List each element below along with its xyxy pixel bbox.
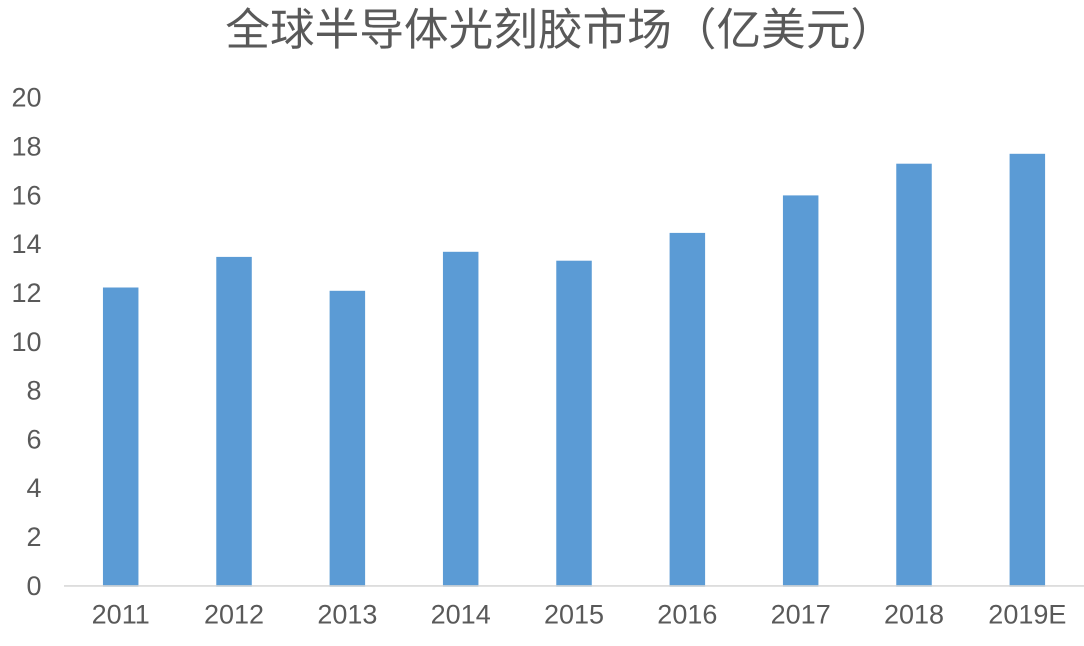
svg-text:16: 16 — [11, 180, 41, 210]
svg-text:0: 0 — [26, 571, 41, 601]
svg-text:4: 4 — [26, 473, 41, 503]
svg-text:2015: 2015 — [544, 600, 604, 630]
svg-text:18: 18 — [11, 131, 41, 161]
svg-text:6: 6 — [26, 424, 41, 454]
svg-text:2019E: 2019E — [988, 600, 1066, 630]
svg-text:2017: 2017 — [771, 600, 831, 630]
svg-text:10: 10 — [11, 327, 41, 357]
svg-text:12: 12 — [11, 278, 41, 308]
svg-text:2018: 2018 — [884, 600, 944, 630]
svg-text:20: 20 — [11, 83, 41, 113]
svg-text:2: 2 — [26, 522, 41, 552]
svg-text:8: 8 — [26, 376, 41, 406]
svg-text:2014: 2014 — [431, 600, 491, 630]
svg-text:2011: 2011 — [92, 600, 150, 630]
svg-text:2016: 2016 — [657, 600, 717, 630]
svg-text:2012: 2012 — [204, 600, 264, 630]
svg-text:2013: 2013 — [317, 600, 377, 630]
svg-text:14: 14 — [11, 229, 41, 259]
